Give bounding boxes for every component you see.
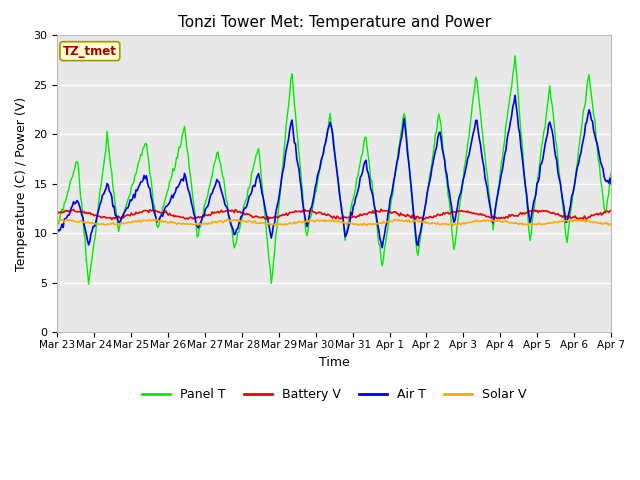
Panel T <box>84 281 92 287</box>
Battery V <box>463 209 470 215</box>
Panel T <box>559 200 566 205</box>
Panel T <box>607 170 615 176</box>
Battery V <box>377 206 385 212</box>
Panel T <box>54 222 61 228</box>
Battery V <box>108 216 116 222</box>
Panel T <box>511 53 519 59</box>
Battery V <box>364 210 372 216</box>
Panel T <box>288 71 296 76</box>
Battery V <box>559 215 566 220</box>
Panel T <box>364 153 372 159</box>
Air T <box>461 168 469 174</box>
Air T <box>511 93 519 98</box>
Line: Solar V: Solar V <box>58 219 611 225</box>
Solar V <box>390 217 397 223</box>
Panel T <box>227 223 235 228</box>
Line: Battery V: Battery V <box>58 209 611 219</box>
Air T <box>391 173 399 179</box>
Air T <box>364 168 371 173</box>
Solar V <box>364 222 371 228</box>
Solar V <box>607 221 615 227</box>
Battery V <box>392 209 400 215</box>
Battery V <box>288 210 296 216</box>
Battery V <box>227 208 235 214</box>
Text: TZ_tmet: TZ_tmet <box>63 45 117 58</box>
Air T <box>559 196 566 202</box>
Solar V <box>461 220 469 226</box>
Air T <box>607 181 615 187</box>
Solar V <box>287 221 294 227</box>
Y-axis label: Temperature (C) / Power (V): Temperature (C) / Power (V) <box>15 97 28 271</box>
Panel T <box>461 160 469 166</box>
Solar V <box>454 222 461 228</box>
Battery V <box>54 211 61 216</box>
Air T <box>287 121 294 127</box>
Solar V <box>54 218 61 224</box>
Solar V <box>488 216 496 222</box>
Legend: Panel T, Battery V, Air T, Solar V: Panel T, Battery V, Air T, Solar V <box>137 383 531 406</box>
Air T <box>54 229 61 235</box>
Battery V <box>607 207 615 213</box>
Panel T <box>391 170 399 176</box>
Line: Air T: Air T <box>58 96 611 248</box>
Line: Panel T: Panel T <box>58 56 611 284</box>
Title: Tonzi Tower Met: Temperature and Power: Tonzi Tower Met: Temperature and Power <box>178 15 491 30</box>
X-axis label: Time: Time <box>319 356 349 369</box>
Solar V <box>559 218 566 224</box>
Air T <box>378 245 386 251</box>
Air T <box>226 216 234 221</box>
Solar V <box>226 217 234 223</box>
